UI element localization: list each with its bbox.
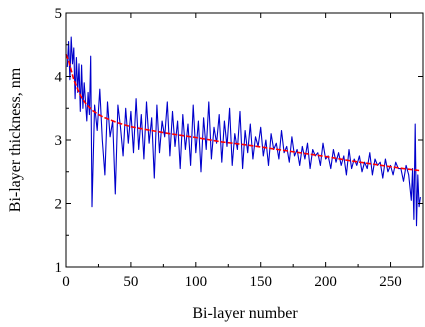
y-tick-label: 5 (55, 6, 63, 22)
y-tick-label: 4 (55, 70, 63, 86)
x-axis-title: Bi-layer number (192, 305, 298, 322)
ticks: 0 50 100 150 200 250 1 2 3 4 5 (55, 6, 423, 290)
x-tick-label: 250 (379, 274, 402, 290)
data-series-line (66, 36, 421, 227)
fit-line (65, 53, 420, 172)
y-tick-label: 3 (55, 133, 63, 149)
x-tick-label: 0 (62, 274, 70, 290)
y-tick-label: 2 (55, 197, 63, 213)
y-tick-label: 1 (55, 260, 63, 276)
x-tick-label: 150 (249, 274, 272, 290)
plot-lines (65, 36, 421, 227)
x-tick-label: 100 (185, 274, 208, 290)
x-tick-label: 50 (123, 274, 138, 290)
y-axis-title: Bi-layer thickness, nm (7, 67, 24, 212)
x-tick-label: 200 (314, 274, 337, 290)
